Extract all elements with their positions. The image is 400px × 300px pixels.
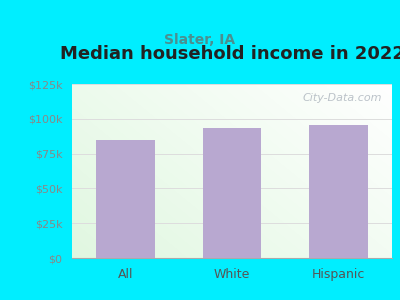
Text: Slater, IA: Slater, IA	[164, 34, 236, 47]
Bar	[96, 140, 155, 258]
Text: City-Data.com: City-Data.com	[303, 93, 382, 103]
Title: Median household income in 2022: Median household income in 2022	[60, 45, 400, 63]
Bar	[203, 128, 261, 258]
Bar	[309, 125, 368, 258]
